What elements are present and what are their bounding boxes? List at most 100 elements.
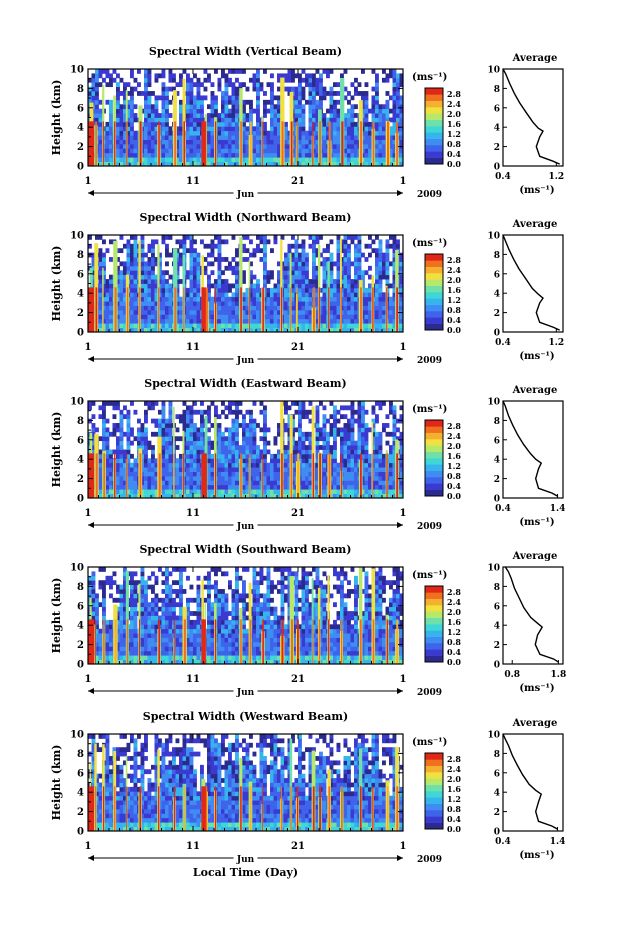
heatmap-cell <box>154 458 159 464</box>
heatmap-cell <box>305 458 309 464</box>
heatmap-cell <box>301 305 306 311</box>
heatmap-cell <box>116 318 120 324</box>
heatmap-cell <box>186 143 190 149</box>
heatmap-spike-core <box>319 121 322 166</box>
heatmap-cell <box>347 265 351 271</box>
heatmap-cell <box>382 157 386 162</box>
heatmap-cell <box>207 243 211 249</box>
heatmap-cell <box>161 296 166 302</box>
heatmap-cell <box>378 440 383 446</box>
heatmap-cell <box>263 274 267 280</box>
heatmap-cell <box>109 480 113 486</box>
heatmap-cell <box>151 148 155 154</box>
y-axis-label: Height (km) <box>50 80 63 156</box>
heatmap-cell <box>385 252 390 258</box>
colorbar-swatch <box>425 323 443 331</box>
heatmap-cell <box>287 91 292 96</box>
heatmap-cell <box>287 427 292 433</box>
heatmap-cell <box>123 148 127 154</box>
heatmap-cell <box>263 104 267 110</box>
heatmap-cell <box>305 130 309 136</box>
heatmap-cell <box>333 314 337 320</box>
heatmap-cell <box>119 77 124 83</box>
heatmap-cell <box>312 77 316 83</box>
heatmap-cell <box>291 292 295 298</box>
heatmap-cell <box>207 445 211 450</box>
heatmap-cell <box>165 475 169 481</box>
heatmap-cell <box>364 113 369 118</box>
heatmap-cell <box>322 287 327 293</box>
heatmap-cell <box>119 292 124 298</box>
heatmap-cell <box>308 462 313 468</box>
heatmap-cell <box>130 99 134 105</box>
average-y-tick-label: 10 <box>487 66 500 76</box>
heatmap-cell <box>273 121 278 127</box>
heatmap-cell <box>158 252 162 258</box>
heatmap-cell <box>301 157 306 162</box>
heatmap-spike-core <box>95 121 97 166</box>
heatmap-cell <box>228 401 232 406</box>
heatmap-cell <box>133 305 138 311</box>
heatmap-cell <box>350 423 355 428</box>
heatmap-cell <box>322 126 327 132</box>
heatmap-cell <box>294 243 299 249</box>
heatmap-cell <box>399 453 404 459</box>
heatmap-cell <box>256 484 260 490</box>
heatmap-cell <box>119 148 124 154</box>
heatmap-cell <box>375 449 379 455</box>
heatmap-cell <box>235 279 239 284</box>
heatmap-cell <box>392 431 397 437</box>
heatmap-cell <box>109 113 113 118</box>
heatmap-cell <box>354 148 358 154</box>
heatmap-cell <box>196 86 201 92</box>
heatmap-cell <box>196 449 201 455</box>
heatmap-cell <box>343 405 348 411</box>
heatmap-cell <box>186 489 190 494</box>
heatmap-cell <box>133 143 138 149</box>
heatmap-cell <box>298 274 302 280</box>
heatmap-cell <box>361 139 365 145</box>
heatmap-cell <box>357 248 362 254</box>
heatmap-cell <box>382 305 386 311</box>
heatmap-cell <box>270 489 274 494</box>
colorbar-tick-label: 0.4 <box>447 149 461 159</box>
heatmap-cell <box>371 475 376 481</box>
heatmap-cell <box>182 409 187 415</box>
heatmap-cell <box>298 314 302 320</box>
heatmap-cell <box>207 73 211 79</box>
heatmap-cell <box>210 152 215 158</box>
heatmap-cell <box>207 475 211 481</box>
heatmap-cell <box>126 423 131 428</box>
heatmap-spike-core <box>312 121 314 166</box>
heatmap-cell <box>333 493 337 499</box>
heatmap-cell <box>168 471 173 477</box>
heatmap-cell <box>217 462 222 468</box>
heatmap-cell <box>277 292 281 298</box>
heatmap-cell <box>399 449 404 455</box>
heatmap-cell <box>126 257 131 262</box>
heatmap-cell <box>361 327 365 333</box>
heatmap-cell <box>130 148 134 154</box>
heatmap-spike-core <box>396 287 399 332</box>
heatmap-cell <box>277 287 281 293</box>
heatmap-cell <box>322 157 327 162</box>
heatmap-cell <box>333 296 337 302</box>
heatmap-cell <box>343 265 348 271</box>
heatmap-cell <box>242 471 246 477</box>
heatmap-cell <box>364 449 369 455</box>
heatmap-cell <box>231 86 236 92</box>
heatmap-cell <box>196 279 201 284</box>
heatmap-cell <box>144 301 148 306</box>
heatmap-cell <box>371 471 376 477</box>
heatmap-cell <box>196 409 201 415</box>
heatmap-cell <box>354 292 358 298</box>
heatmap-cell <box>291 462 295 468</box>
heatmap-cell <box>154 135 159 140</box>
heatmap-cell <box>231 458 236 464</box>
heatmap-cell <box>231 283 236 289</box>
average-profile-line <box>502 68 560 165</box>
heatmap-cell <box>154 73 159 79</box>
heatmap-cell <box>245 484 250 490</box>
heatmap-cell <box>333 405 337 411</box>
heatmap-cell <box>193 467 197 472</box>
